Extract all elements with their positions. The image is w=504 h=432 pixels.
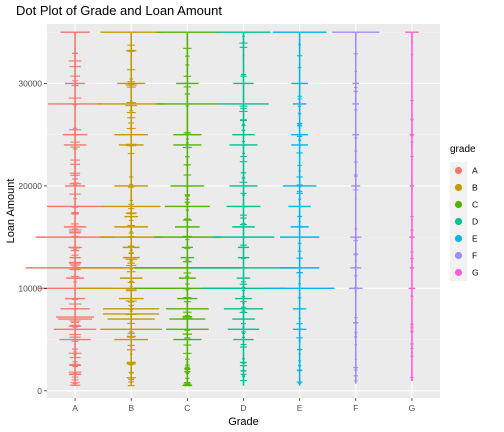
y-tick-label: 20000 [18,181,42,191]
legend-entry-C: C [450,196,478,213]
series-A [25,31,125,386]
legend-entry-F: F [450,247,477,264]
legend-dot [454,166,463,175]
y-axis-title: Loan Amount [5,179,17,244]
legend-dot [454,234,463,243]
x-tick-label: A [72,403,78,413]
legend-entry-A: A [450,162,478,179]
series-B [77,31,185,387]
x-axis-title: Grade [228,416,259,428]
x-axis: A B C D E F G [72,398,415,413]
legend-dot [454,200,463,209]
legend-entry-D: D [450,213,478,230]
x-tick-label: C [184,403,190,413]
legend-label: G [472,268,479,278]
y-tick-label: 0 [37,386,42,396]
series-E [264,31,335,386]
y-tick-label: 10000 [18,283,42,293]
legend-label: B [472,183,478,193]
legend-entry-B: B [450,179,478,196]
y-axis: 0 10000 20000 30000 [18,78,47,396]
legend-label: C [472,200,478,210]
legend-dot [454,251,463,260]
legend-label: D [472,217,478,227]
x-tick-label: F [353,403,358,413]
legend-dot [454,183,463,192]
legend-entry-E: E [450,230,478,247]
legend-label: E [472,234,478,244]
x-tick-label: D [240,403,246,413]
legend-dot [454,268,463,277]
series-G [405,31,419,381]
y-tick-label: 30000 [18,78,42,88]
legend-label: A [472,166,478,176]
series-D [190,31,297,386]
legend-label: F [472,251,477,261]
x-tick-label: B [128,403,134,413]
series-F [332,31,380,384]
data-layer [25,31,419,387]
legend-dot [454,217,463,226]
x-tick-label: G [409,403,416,413]
chart-title: Dot Plot of Grade and Loan Amount [16,3,222,18]
x-tick-label: E [297,403,303,413]
legend-entry-G: G [450,264,479,281]
legend-title: grade [450,144,476,155]
